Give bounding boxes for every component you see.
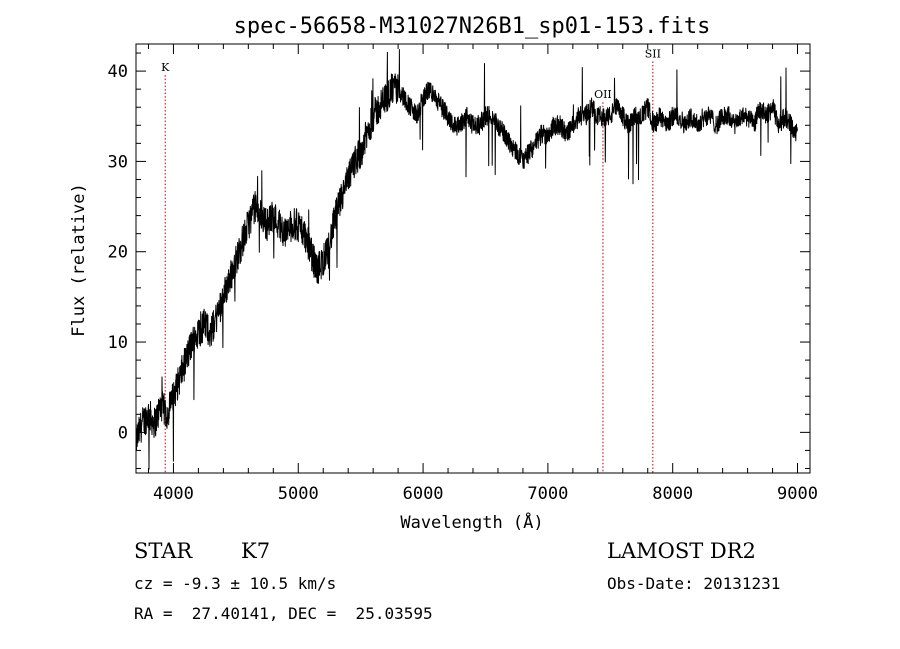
line-annotations: K OII SII <box>161 48 661 473</box>
y-axis: 0 10 20 30 40 <box>108 52 810 469</box>
object-subclass: K7 <box>241 539 271 563</box>
observation-date: Obs-Date: 20131231 <box>607 574 781 593</box>
object-class: STAR <box>134 539 193 563</box>
y-tick-label: 0 <box>118 423 128 443</box>
y-tick-label: 20 <box>108 243 128 263</box>
y-axis-label: Flux (relative) <box>69 183 89 337</box>
y-tick-label: 30 <box>108 152 128 172</box>
line-marker-label: K <box>161 61 170 74</box>
chart-title: spec-56658-M31027N26B1_sp01-153.fits <box>234 14 711 39</box>
x-axis: 4000 5000 6000 7000 8000 9000 <box>147 44 818 504</box>
spectrum-series <box>135 49 798 470</box>
survey-name: LAMOST DR2 <box>607 539 756 563</box>
y-tick-label: 10 <box>108 333 128 353</box>
x-tick-label: 7000 <box>527 484 568 504</box>
line-marker-label: SII <box>645 48 661 61</box>
redshift-readout: cz = -9.3 ± 10.5 km/s <box>134 574 337 593</box>
spectrum-line <box>135 49 798 470</box>
x-axis-label: Wavelength (Å) <box>400 511 543 533</box>
x-tick-label: 5000 <box>278 484 319 504</box>
line-marker-label: OII <box>594 88 612 101</box>
y-tick-label: 40 <box>108 62 128 82</box>
x-tick-label: 6000 <box>403 484 444 504</box>
x-tick-label: 9000 <box>777 484 818 504</box>
x-tick-label: 8000 <box>652 484 693 504</box>
coordinates-readout: RA = 27.40141, DEC = 25.03595 <box>134 604 433 623</box>
x-tick-label: 4000 <box>153 484 194 504</box>
